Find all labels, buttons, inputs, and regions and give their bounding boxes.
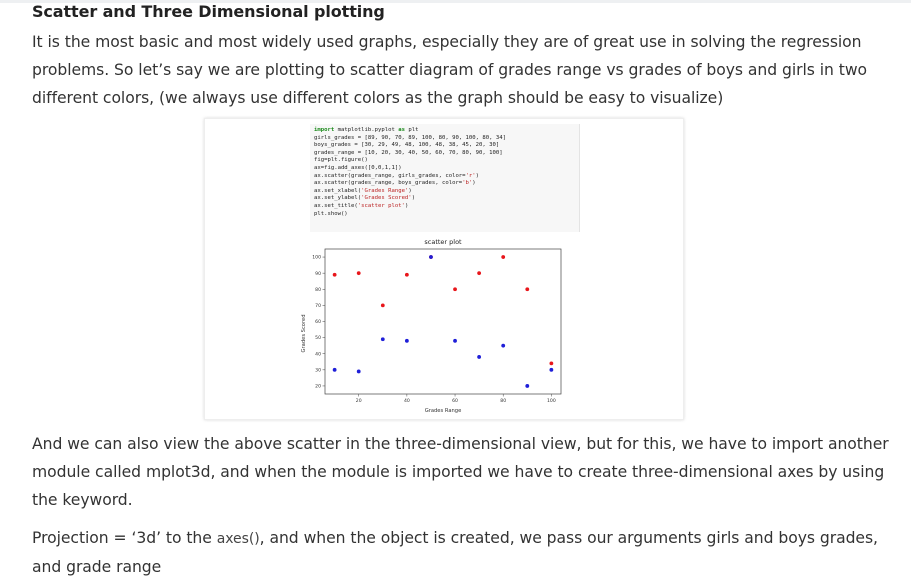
y-tick-label: 60 [315, 319, 321, 325]
x-tick-label: 20 [356, 398, 362, 404]
y-tick-label: 90 [315, 271, 321, 277]
x-tick-label: 80 [500, 398, 506, 404]
boys-grade-point [477, 355, 482, 359]
code-line: plt.show() [314, 210, 348, 217]
scatter-chart: scatter plot 20 40 60 80 100 20 30 40 50 60 70 80 90 1… [301, 238, 562, 414]
code-line: girls_grades = [89, 90, 70, 89, 100, 80,… [314, 134, 506, 141]
girls-grade-point [525, 287, 530, 292]
code-line: import matplotlib.pyplot as plt [314, 127, 419, 133]
mplot3d-paragraph: And we can also view the above scatter i… [32, 435, 889, 509]
boys-grade-point [501, 343, 506, 348]
code-line: ax.set_title('scatter plot') [314, 202, 409, 209]
projection-text-after: , and when the object is created, we pas… [32, 529, 878, 576]
code-line: ax.scatter(grades_range, girls_grades, c… [314, 172, 480, 179]
x-axis-label: Grades Range [425, 408, 462, 414]
y-tick-label: 70 [315, 303, 321, 309]
intro-paragraph: It is the most basic and most widely use… [32, 33, 868, 107]
y-tick-label: 80 [315, 287, 321, 293]
boys-grade-point [453, 338, 457, 343]
boys-grade-point [525, 384, 530, 388]
girls-grade-point [332, 272, 337, 277]
girls-grade-point [549, 361, 554, 366]
girls-grade-point [380, 303, 385, 308]
boys-grade-point [549, 367, 554, 372]
boys-grade-point [356, 369, 361, 374]
code-line: grades_range = [10, 20, 30, 40, 50, 60, … [314, 149, 503, 156]
girls-grade-point [477, 271, 482, 276]
y-tick-label: 50 [315, 335, 321, 341]
code-and-plot-figure: import matplotlib.pyplot as plt girls_gra… [204, 118, 684, 420]
boys-grade-point [380, 337, 385, 342]
boys-grade-point [404, 338, 409, 343]
projection-paragraph: Projection = ‘3d’ to the axes(), and whe… [32, 524, 892, 581]
boys-grade-point [332, 367, 337, 372]
code-line: ax.set_ylabel('Grades Scored') [314, 195, 416, 202]
code-line: ax.set_xlabel('Grades Range') [314, 187, 412, 194]
axes-inline-code: axes() [216, 531, 260, 547]
y-tick-label: 100 [312, 255, 321, 261]
y-tick-label: 40 [315, 351, 321, 357]
girls-grade-point [453, 287, 457, 292]
code-line: ax.scatter(grades_range, boys_grades, co… [314, 180, 476, 187]
code-cell: import matplotlib.pyplot as plt girls_gra… [310, 124, 580, 232]
projection-text-before: Projection = ‘3d’ to the [32, 529, 217, 547]
code-line: boys_grades = [30, 29, 49, 48, 100, 48, … [314, 142, 500, 149]
code-line: ax=fig.add_axes([0,0,1,1]) [314, 164, 402, 171]
y-axis-label: Grades Scored [301, 315, 307, 353]
boys-grade-point [429, 255, 433, 259]
chart-title: scatter plot [424, 238, 462, 246]
section-heading: Scatter and Three Dimensional plotting [32, 2, 385, 21]
code-line: fig=plt.figure() [314, 157, 368, 164]
x-tick-label: 60 [452, 398, 458, 404]
y-tick-label: 20 [315, 384, 321, 390]
girls-grade-point [356, 271, 361, 276]
girls-grade-point [404, 272, 409, 277]
top-divider [0, 0, 911, 3]
x-tick-label: 40 [404, 398, 410, 404]
girls-grade-point [501, 255, 506, 259]
y-tick-label: 30 [315, 367, 321, 373]
x-tick-label: 100 [547, 398, 556, 404]
